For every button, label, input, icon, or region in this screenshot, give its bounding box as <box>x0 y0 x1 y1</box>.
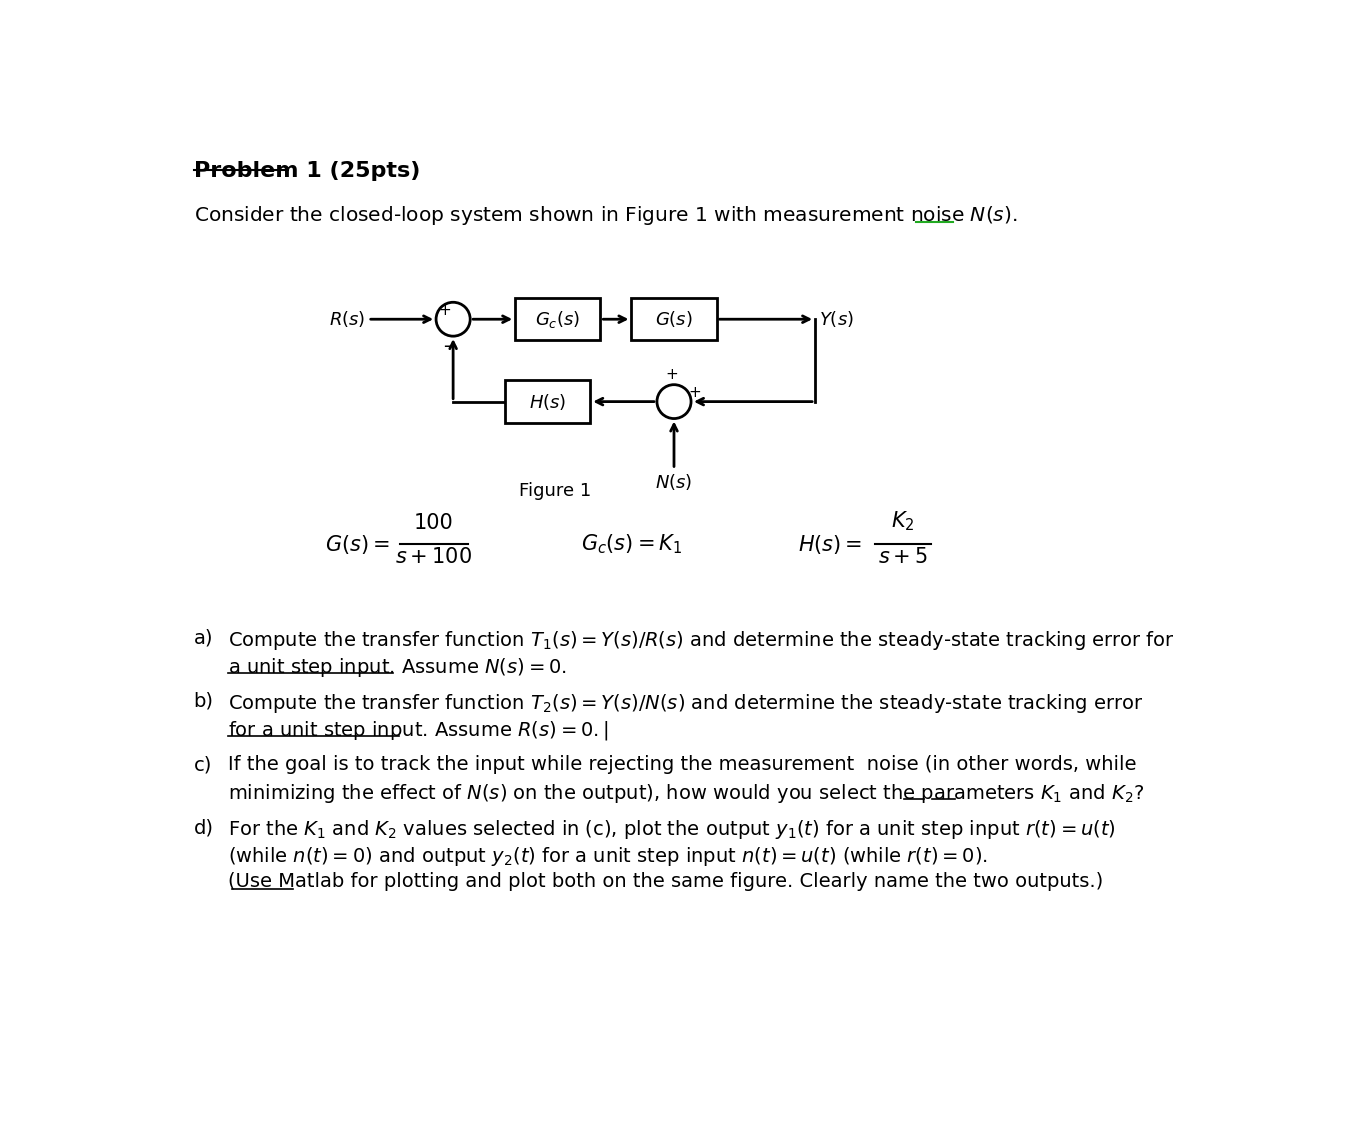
Text: $R(s)$: $R(s)$ <box>330 309 365 330</box>
Text: −: − <box>443 339 458 357</box>
Text: $Y(s)$: $Y(s)$ <box>819 309 854 330</box>
Text: $G_c(s)$: $G_c(s)$ <box>535 308 580 330</box>
Text: $G(s) =$: $G(s) =$ <box>326 533 390 555</box>
Text: Compute the transfer function $T_2(s) = Y(s)/N(s)$ and determine the steady-stat: Compute the transfer function $T_2(s) = … <box>229 692 1144 715</box>
Text: for a unit step input. Assume $R(s) = 0.$|: for a unit step input. Assume $R(s) = 0.… <box>229 718 609 742</box>
Text: b): b) <box>193 692 214 710</box>
Text: $N(s)$: $N(s)$ <box>655 472 693 493</box>
Text: If the goal is to track the input while rejecting the measurement  noise (in oth: If the goal is to track the input while … <box>229 755 1137 774</box>
Text: $s + 100$: $s + 100$ <box>395 547 473 568</box>
Bar <box>632 298 716 340</box>
Bar <box>505 381 590 423</box>
Text: $H(s)$: $H(s)$ <box>528 392 567 411</box>
Text: +: + <box>665 367 678 382</box>
Circle shape <box>436 303 470 337</box>
Text: $G_c(s) = K_1$: $G_c(s) = K_1$ <box>582 533 682 556</box>
Text: a unit step input. Assume $N(s) = 0$.: a unit step input. Assume $N(s) = 0$. <box>229 656 567 679</box>
Text: Consider the closed-loop system shown in Figure 1 with measurement noise $N(s)$.: Consider the closed-loop system shown in… <box>193 204 1017 227</box>
Text: c): c) <box>193 755 212 774</box>
Text: +: + <box>439 303 451 318</box>
Text: minimizing the effect of $N(s)$ on the output), how would you select the paramet: minimizing the effect of $N(s)$ on the o… <box>229 782 1144 804</box>
Text: $K_2$: $K_2$ <box>891 509 914 533</box>
Text: Compute the transfer function $T_1(s) = Y(s)/R(s)$ and determine the steady-stat: Compute the transfer function $T_1(s) = … <box>229 629 1175 651</box>
Text: $G(s)$: $G(s)$ <box>655 309 693 330</box>
Text: (while $n(t) = 0$) and output $y_2(t)$ for a unit step input $n(t) = u(t)$ (whil: (while $n(t) = 0$) and output $y_2(t)$ f… <box>229 845 989 868</box>
Text: d): d) <box>193 818 214 837</box>
Text: For the $K_1$ and $K_2$ values selected in (c), plot the output $y_1(t)$ for a u: For the $K_1$ and $K_2$ values selected … <box>229 818 1115 841</box>
Text: Problem 1 (25pts): Problem 1 (25pts) <box>193 161 419 180</box>
Text: a): a) <box>193 629 212 648</box>
Text: $s + 5$: $s + 5$ <box>877 547 928 568</box>
Text: Figure 1: Figure 1 <box>519 483 591 501</box>
Text: (Use Matlab for plotting and plot both on the same figure. Clearly name the two : (Use Matlab for plotting and plot both o… <box>229 872 1103 891</box>
Text: 100: 100 <box>414 512 454 533</box>
Bar <box>515 298 601 340</box>
Text: +: + <box>689 385 701 400</box>
Circle shape <box>656 385 691 418</box>
Text: $H(s) =$: $H(s) =$ <box>798 533 862 555</box>
